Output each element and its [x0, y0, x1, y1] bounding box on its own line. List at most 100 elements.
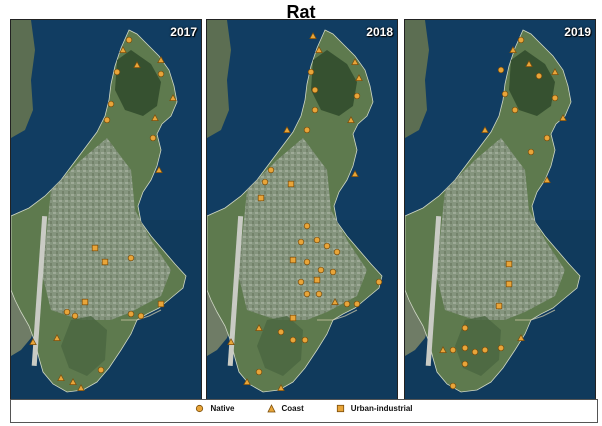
- native-site-marker: [277, 328, 285, 336]
- panel-year-label: 2019: [564, 25, 591, 39]
- coast-site-marker: [133, 61, 141, 68]
- native-site-marker: [353, 300, 361, 308]
- map-panel-2017: 2017: [10, 19, 202, 400]
- native-site-marker: [301, 336, 309, 344]
- native-site-marker: [125, 36, 133, 44]
- coast-site-marker: [347, 116, 355, 123]
- coast-site-marker: [169, 94, 177, 101]
- native-site-marker: [311, 86, 319, 94]
- native-site-marker: [255, 368, 263, 376]
- square-marker-icon: [336, 404, 344, 413]
- coast-site-marker: [543, 176, 551, 183]
- native-site-marker: [261, 178, 269, 186]
- coast-site-marker: [439, 346, 447, 353]
- western-land: [207, 20, 231, 138]
- circle-marker-icon: [196, 404, 204, 413]
- coast-site-marker: [525, 60, 533, 67]
- urban-area: [435, 138, 565, 320]
- coast-site-marker: [331, 298, 339, 305]
- coast-site-marker: [243, 378, 251, 385]
- native-site-marker: [303, 258, 311, 266]
- native-site-marker: [157, 70, 165, 78]
- forest-area: [115, 50, 161, 116]
- native-site-marker: [113, 68, 121, 76]
- coast-site-marker: [57, 374, 65, 381]
- legend-item-urban-industrial: Urban-industrial: [336, 404, 413, 413]
- urban-industrial-site-marker: [91, 244, 99, 252]
- coast-site-marker: [481, 126, 489, 133]
- native-site-marker: [103, 116, 111, 124]
- native-site-marker: [323, 242, 331, 250]
- coast-site-marker: [351, 58, 359, 65]
- legend-label: Coast: [281, 404, 304, 413]
- native-site-marker: [303, 290, 311, 298]
- native-site-marker: [127, 254, 135, 262]
- native-site-marker: [317, 266, 325, 274]
- urban-industrial-site-marker: [495, 302, 503, 310]
- native-site-marker: [289, 336, 297, 344]
- western-land: [405, 20, 429, 138]
- urban-industrial-site-marker: [101, 258, 109, 266]
- coast-site-marker: [517, 334, 525, 341]
- southern-hills: [455, 316, 501, 376]
- native-site-marker: [353, 92, 361, 100]
- urban-industrial-site-marker: [289, 314, 297, 322]
- native-site-marker: [297, 278, 305, 286]
- coast-site-marker: [509, 46, 517, 53]
- urban-industrial-site-marker: [257, 194, 265, 202]
- native-site-marker: [461, 360, 469, 368]
- legend: Native Coast Urban-industrial: [10, 399, 598, 423]
- coast-site-marker: [77, 384, 85, 391]
- coast-site-marker: [283, 126, 291, 133]
- coast-site-marker: [551, 68, 559, 75]
- native-site-marker: [97, 366, 105, 374]
- coast-site-marker: [157, 56, 165, 63]
- native-site-marker: [343, 300, 351, 308]
- map-title: Rat: [286, 2, 316, 22]
- coast-site-marker: [351, 170, 359, 177]
- satellite-map-2019: [405, 20, 595, 399]
- map-panel-2019: 2019: [404, 19, 596, 400]
- coast-site-marker: [277, 384, 285, 391]
- coast-site-marker: [559, 114, 567, 121]
- forest-area: [509, 50, 555, 116]
- coast-site-marker: [155, 166, 163, 173]
- coast-site-marker: [29, 338, 37, 345]
- native-site-marker: [137, 312, 145, 320]
- satellite-map-2018: [207, 20, 397, 399]
- native-site-marker: [511, 106, 519, 114]
- urban-industrial-site-marker: [289, 256, 297, 264]
- urban-industrial-site-marker: [287, 180, 295, 188]
- coast-site-marker: [255, 324, 263, 331]
- native-site-marker: [481, 346, 489, 354]
- native-site-marker: [501, 90, 509, 98]
- western-land: [11, 20, 35, 138]
- panel-year-label: 2017: [170, 25, 197, 39]
- native-site-marker: [315, 290, 323, 298]
- legend-item-native: Native: [195, 404, 235, 413]
- native-site-marker: [311, 106, 319, 114]
- runway: [227, 216, 244, 367]
- southern-hills: [257, 316, 303, 376]
- urban-industrial-site-marker: [81, 298, 89, 306]
- native-site-marker: [461, 344, 469, 352]
- native-site-marker: [267, 166, 275, 174]
- native-site-marker: [333, 248, 341, 256]
- runway: [425, 216, 442, 367]
- native-site-marker: [303, 126, 311, 134]
- native-site-marker: [551, 94, 559, 102]
- urban-industrial-site-marker: [313, 276, 321, 284]
- native-site-marker: [497, 344, 505, 352]
- triangle-marker-icon: [266, 404, 276, 413]
- panel-year-label: 2018: [366, 25, 393, 39]
- coast-site-marker: [151, 114, 159, 121]
- legend-label: Urban-industrial: [350, 404, 413, 413]
- native-site-marker: [107, 100, 115, 108]
- native-site-marker: [303, 222, 311, 230]
- native-site-marker: [449, 346, 457, 354]
- native-site-marker: [535, 72, 543, 80]
- coast-site-marker: [315, 46, 323, 53]
- native-site-marker: [329, 268, 337, 276]
- native-site-marker: [71, 312, 79, 320]
